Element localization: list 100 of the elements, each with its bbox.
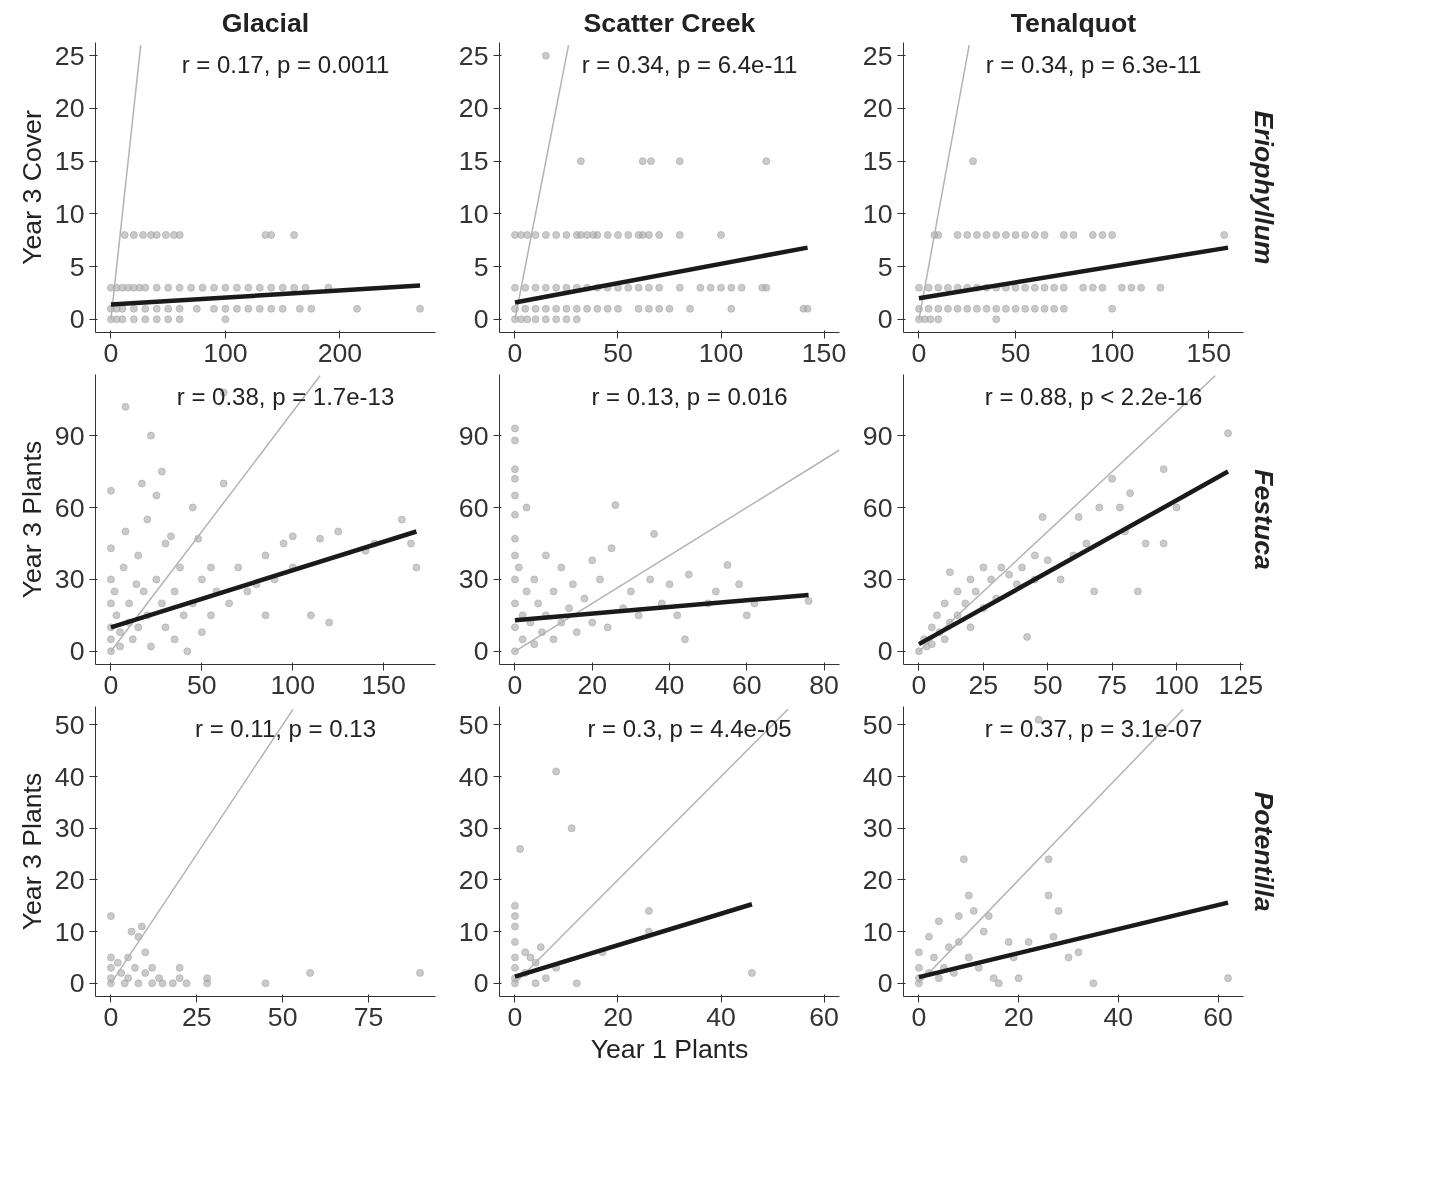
y-tick-label: 60 — [862, 492, 893, 523]
x-tick-label: 25 — [968, 669, 999, 700]
y-tick-label: 0 — [877, 636, 893, 667]
y-tick-label: 25 — [458, 40, 489, 71]
chart-title: Tenalquot — [1010, 7, 1137, 38]
y-tick-label: 20 — [54, 864, 85, 895]
annotation: r = 0.88, p < 2.2e-16 — [984, 382, 1203, 410]
x-tick-label: 20 — [577, 669, 608, 700]
y-tick-label: 60 — [458, 492, 489, 523]
x-tick-label: 40 — [1103, 1001, 1134, 1032]
y-tick-label: 5 — [877, 251, 893, 282]
x-tick-label: 100 — [1154, 669, 1199, 700]
y-axis-title: Year 3 Plants — [16, 440, 47, 599]
x-tick-label: 0 — [911, 1001, 927, 1032]
y-tick-label: 15 — [54, 146, 85, 177]
x-tick-label: 80 — [809, 669, 839, 700]
x-tick-label: 150 — [361, 669, 406, 700]
chart-title: Scatter Creek — [583, 7, 756, 38]
x-tick-label: 125 — [1218, 669, 1264, 700]
y-tick-label: 30 — [862, 564, 893, 595]
x-tick-label: 0 — [507, 1001, 523, 1032]
y-tick-label: 50 — [54, 709, 85, 740]
y-tick-label: 30 — [458, 564, 489, 595]
annotation: r = 0.11, p = 0.13 — [194, 714, 377, 742]
y-tick-label: 0 — [877, 304, 893, 335]
x-tick-label: 60 — [809, 1001, 839, 1032]
y-tick-label: 0 — [69, 636, 85, 667]
x-tick-label: 60 — [731, 669, 762, 700]
y-axis-title: Year 3 Plants — [16, 772, 47, 931]
x-tick-label: 0 — [911, 337, 927, 368]
y-tick-label: 0 — [69, 968, 85, 999]
annotation: r = 0.34, p = 6.3e-11 — [985, 50, 1202, 78]
y-tick-label: 20 — [458, 93, 489, 124]
x-tick-label: 75 — [353, 1001, 384, 1032]
x-tick-label: 50 — [1000, 337, 1031, 368]
x-tick-label: 0 — [911, 669, 927, 700]
y-tick-label: 15 — [458, 146, 489, 177]
x-tick-label: 60 — [1203, 1001, 1233, 1032]
y-tick-label: 20 — [458, 864, 489, 895]
y-axis-title: Year 3 Cover — [16, 110, 47, 265]
annotation: r = 0.34, p = 6.4e-11 — [581, 50, 798, 78]
y-tick-label: 30 — [54, 564, 85, 595]
y-tick-label: 15 — [862, 146, 893, 177]
chart-title: Glacial — [221, 7, 310, 38]
x-tick-label: 100 — [270, 669, 316, 700]
y-tick-label: 60 — [54, 492, 85, 523]
x-tick-label: 40 — [706, 1001, 736, 1032]
y-tick-label: 0 — [473, 968, 489, 999]
y-tick-label: 10 — [862, 916, 893, 947]
x-tick-label: 100 — [698, 337, 744, 368]
y-tick-label: 90 — [54, 420, 85, 451]
x-tick-label: 50 — [267, 1001, 298, 1032]
y2-axis-title: Eriophyllum — [1248, 110, 1279, 265]
y-tick-label: 10 — [458, 916, 489, 947]
annotation: r = 0.17, p = 0.0011 — [181, 50, 390, 78]
y-tick-label: 0 — [877, 968, 893, 999]
x-tick-label: 150 — [1186, 337, 1231, 368]
y-tick-label: 10 — [458, 198, 489, 229]
y-tick-label: 40 — [458, 761, 489, 792]
annotation: r = 0.38, p = 1.7e-13 — [176, 382, 395, 410]
x-tick-label: 200 — [317, 337, 363, 368]
y-tick-label: 10 — [54, 916, 85, 947]
x-tick-label: 50 — [603, 337, 633, 368]
y-tick-label: 20 — [862, 93, 893, 124]
x-axis-title: Year 1 Plants — [590, 1033, 749, 1064]
x-tick-label: 20 — [603, 1001, 633, 1032]
y-tick-label: 0 — [473, 304, 489, 335]
x-tick-label: 20 — [1003, 1001, 1034, 1032]
y-tick-label: 30 — [458, 813, 489, 844]
annotation: r = 0.3, p = 4.4e-05 — [587, 714, 792, 742]
y-tick-label: 5 — [69, 251, 85, 282]
y-tick-label: 25 — [862, 40, 893, 71]
y-tick-label: 50 — [862, 709, 893, 740]
x-tick-label: 0 — [103, 669, 119, 700]
y-tick-label: 40 — [54, 761, 85, 792]
y-tick-label: 20 — [54, 93, 85, 124]
y-tick-label: 10 — [54, 198, 85, 229]
x-tick-label: 0 — [103, 1001, 119, 1032]
annotation: r = 0.37, p = 3.1e-07 — [984, 714, 1203, 742]
y2-axis-title: Festuca — [1248, 469, 1279, 571]
x-tick-label: 0 — [507, 337, 523, 368]
y-tick-label: 0 — [69, 304, 85, 335]
x-tick-label: 0 — [507, 669, 523, 700]
y-tick-label: 20 — [862, 864, 893, 895]
y2-axis-title: Potentilla — [1248, 791, 1279, 912]
x-tick-label: 40 — [654, 669, 685, 700]
y-tick-label: 90 — [862, 420, 893, 451]
x-tick-label: 75 — [1097, 669, 1127, 700]
y-tick-label: 5 — [473, 251, 489, 282]
x-tick-label: 50 — [187, 669, 217, 700]
y-tick-label: 0 — [473, 636, 489, 667]
y-tick-label: 50 — [458, 709, 489, 740]
x-tick-label: 50 — [1032, 669, 1063, 700]
y-tick-label: 40 — [862, 761, 893, 792]
annotation: r = 0.13, p = 0.016 — [591, 382, 788, 410]
y-tick-label: 30 — [862, 813, 893, 844]
y-tick-label: 90 — [458, 420, 489, 451]
x-tick-label: 150 — [801, 337, 847, 368]
x-tick-label: 0 — [103, 337, 119, 368]
y-tick-label: 30 — [54, 813, 85, 844]
